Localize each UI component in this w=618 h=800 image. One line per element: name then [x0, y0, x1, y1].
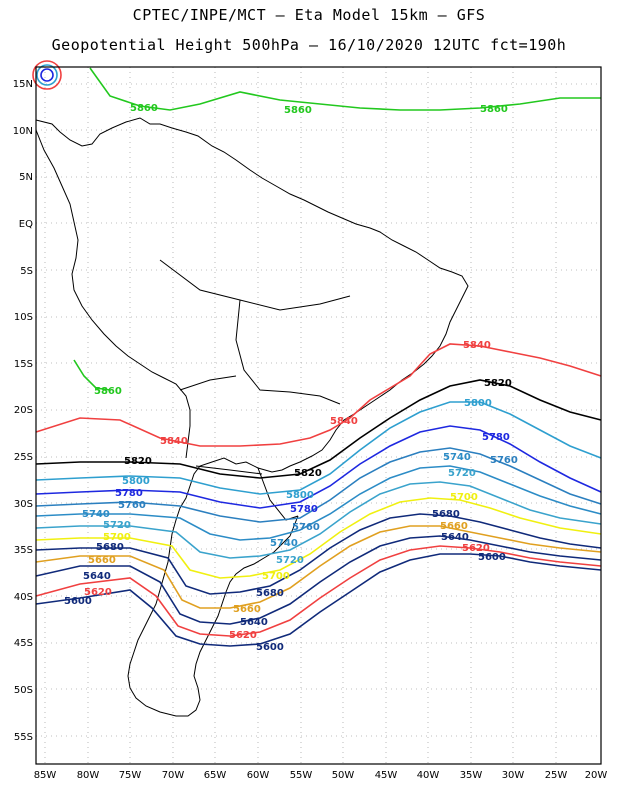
contour-label-5640-c: 5640 — [240, 617, 268, 628]
contour-label-5600-b: 5600 — [64, 596, 92, 607]
lat-label-30s: 30S — [14, 499, 33, 510]
lat-label-10s: 10S — [14, 312, 33, 323]
contour-label-5660-c: 5660 — [233, 604, 261, 615]
contour-5620 — [35, 545, 602, 637]
lon-label-35w: 35W — [460, 770, 483, 781]
lon-label-25w: 25W — [545, 770, 568, 781]
contour-label-5660-b: 5660 — [88, 555, 116, 566]
contour-5700 — [35, 497, 602, 579]
lon-label-45w: 45W — [375, 770, 398, 781]
contour-label-5720-c: 5720 — [276, 555, 304, 566]
lon-label-30w: 30W — [502, 770, 525, 781]
contour-label-5620-c: 5620 — [229, 630, 257, 641]
contour-5840 — [35, 343, 602, 447]
contour-label-5820: 5820 — [484, 378, 512, 389]
lat-label-50s: 50S — [14, 685, 33, 696]
contour-label-5760-b: 5760 — [118, 500, 146, 511]
lat-label-5n: 5N — [19, 172, 33, 183]
contour-5760 — [35, 447, 602, 523]
lat-label-25s: 25S — [14, 452, 33, 463]
contour-label-5740: 5740 — [443, 452, 471, 463]
lon-label-20w: 20W — [585, 770, 608, 781]
contour-label-5820-b: 5820 — [124, 456, 152, 467]
contour-label-group: 5860 5860 5860 5860 5840 5840 5840 5820 … — [64, 103, 518, 653]
contour-label-5780-c: 5780 — [290, 504, 318, 515]
contour-label-5780-b: 5780 — [115, 488, 143, 499]
contour-5740 — [35, 465, 602, 541]
contour-label-5620: 5620 — [462, 543, 490, 554]
lon-label-75w: 75W — [119, 770, 142, 781]
contour-label-5840-c: 5840 — [160, 436, 188, 447]
latitude-labels: 15N 10N 5N EQ 5S 10S 15S 20S 25S 30S 35S… — [13, 79, 33, 743]
contour-5800 — [35, 401, 602, 495]
contour-label-5800-b: 5800 — [122, 476, 150, 487]
contour-label-5620-b: 5620 — [84, 587, 112, 598]
contour-label-5660: 5660 — [440, 521, 468, 532]
title-model: CPTEC/INPE/MCT – Eta Model 15km – GFS — [132, 6, 486, 24]
contour-5640 — [35, 535, 602, 625]
contour-label-5860-d: 5860 — [94, 386, 122, 397]
lat-label-15n: 15N — [13, 79, 33, 90]
contours — [32, 60, 602, 647]
contour-label-5680-b: 5680 — [96, 542, 124, 553]
lon-label-60w: 60W — [247, 770, 270, 781]
contour-label-5600-c: 5600 — [256, 642, 284, 653]
contour-label-5720: 5720 — [448, 468, 476, 479]
contour-label-5640-b: 5640 — [83, 571, 111, 582]
title-field: Geopotential Height 500hPa – 16/10/2020 … — [51, 36, 567, 54]
contour-label-5780: 5780 — [482, 432, 510, 443]
contour-label-5820-c: 5820 — [294, 468, 322, 479]
contour-5860-south — [73, 359, 111, 391]
contour-5860 — [89, 67, 601, 111]
contour-label-5860-c: 5860 — [480, 104, 508, 115]
contour-label-5700-b: 5700 — [103, 532, 131, 543]
lat-label-35s: 35S — [14, 545, 33, 556]
contour-label-5680: 5680 — [432, 509, 460, 520]
contour-label-5720-b: 5720 — [103, 520, 131, 531]
lon-label-85w: 85W — [34, 770, 57, 781]
contour-label-5860: 5860 — [130, 103, 158, 114]
contour-label-5600: 5600 — [478, 552, 506, 563]
lon-label-40w: 40W — [417, 770, 440, 781]
lat-label-40s: 40S — [14, 592, 33, 603]
lon-label-70w: 70W — [162, 770, 185, 781]
lon-label-80w: 80W — [77, 770, 100, 781]
contour-label-5680-c: 5680 — [256, 588, 284, 599]
contour-label-5860-b: 5860 — [284, 105, 312, 116]
lat-label-20s: 20S — [14, 405, 33, 416]
contour-label-5800: 5800 — [464, 398, 492, 409]
contour-5600 — [35, 553, 602, 647]
lat-label-5s: 5S — [20, 266, 33, 277]
map-frame — [35, 66, 602, 765]
graticule — [36, 67, 601, 764]
lon-label-55w: 55W — [290, 770, 313, 781]
lat-label-45s: 45S — [14, 638, 33, 649]
lat-label-55s: 55S — [14, 732, 33, 743]
contour-label-5640: 5640 — [441, 532, 469, 543]
contour-5820 — [35, 379, 602, 479]
contour-label-5760: 5760 — [490, 455, 518, 466]
contour-label-5760-c: 5760 — [292, 522, 320, 533]
contour-5680 — [35, 513, 602, 595]
contour-label-5740-b: 5740 — [82, 509, 110, 520]
coastline — [35, 117, 469, 717]
contour-label-5700: 5700 — [450, 492, 478, 503]
lon-label-50w: 50W — [332, 770, 355, 781]
contour-5780 — [35, 425, 602, 509]
contour-label-5700-c: 5700 — [262, 571, 290, 582]
contour-5660 — [35, 525, 602, 609]
lat-label-15s: 15S — [14, 359, 33, 370]
longitude-labels: 85W 80W 75W 70W 65W 60W 55W 50W 45W 40W … — [34, 770, 608, 781]
lon-label-65w: 65W — [204, 770, 227, 781]
contour-label-5840-b: 5840 — [330, 416, 358, 427]
contour-label-5840: 5840 — [463, 340, 491, 351]
contour-5720 — [35, 481, 602, 559]
contour-label-5740-c: 5740 — [270, 538, 298, 549]
lat-label-eq: EQ — [19, 219, 33, 230]
lat-label-10n: 10N — [13, 126, 33, 137]
contour-label-5800-c: 5800 — [286, 490, 314, 501]
